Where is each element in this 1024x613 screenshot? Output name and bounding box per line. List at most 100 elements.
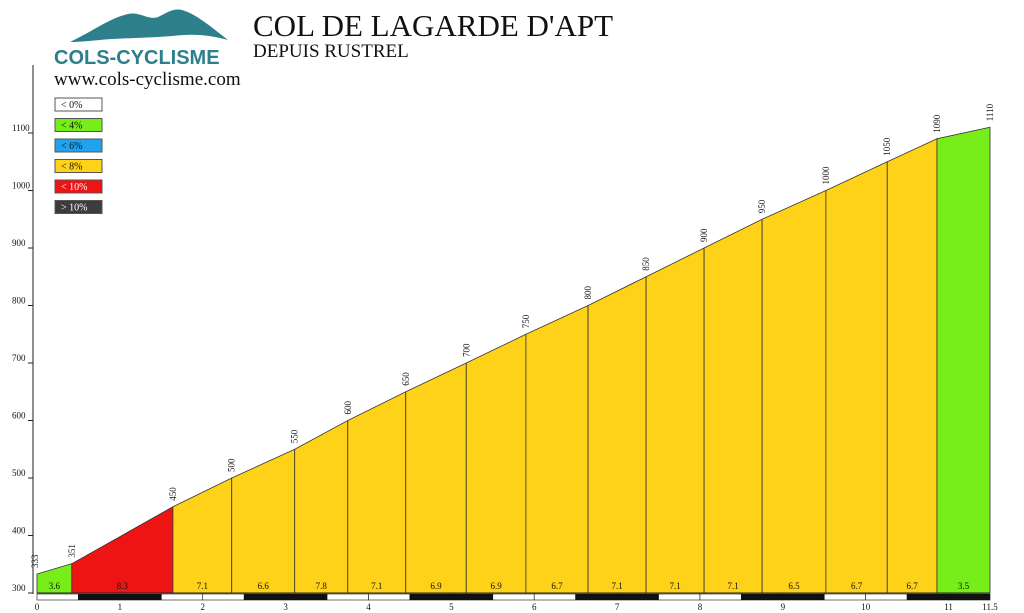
legend-item: < 8% xyxy=(54,159,103,173)
legend-label: < 4% xyxy=(61,121,82,132)
x-axis-scale-block xyxy=(906,593,949,601)
x-axis-scale-block xyxy=(202,593,245,601)
x-axis-scale-block xyxy=(243,593,286,601)
legend-label: > 10% xyxy=(61,203,87,214)
x-tick-label: 0 xyxy=(35,602,40,612)
x-tick-label: 9 xyxy=(781,602,786,612)
x-axis: 0 1 2 3 4 5 6 7 8 9 10 11 11.5 xyxy=(35,592,998,612)
gradient-label: 7.8 xyxy=(316,581,328,591)
profile-segment xyxy=(231,448,296,594)
gradient-label: 7.1 xyxy=(611,581,622,591)
gradient-label: 6.7 xyxy=(906,581,918,591)
gradient-legend: < 0% < 4% < 6% < 8% < 10% > 10% xyxy=(54,97,103,214)
altitude-label: 700 xyxy=(461,343,471,357)
profile-segment xyxy=(936,126,991,594)
altitude-label: 850 xyxy=(641,257,651,271)
gradient-label: 6.9 xyxy=(430,581,442,591)
logo: COLS-CYCLISME xyxy=(54,9,228,69)
altitude-label: 900 xyxy=(699,228,709,242)
profile-segment xyxy=(703,218,763,594)
legend-item: < 6% xyxy=(54,138,103,153)
y-tick-label: 300 xyxy=(12,583,26,593)
x-axis-scale-block xyxy=(533,593,576,601)
altitude-label: 500 xyxy=(227,458,237,472)
legend-swatch xyxy=(54,179,103,194)
profile-segments: 3.6 8.3 7.1 6.6 7.8 7.1 6.9 6.9 6.7 7.1 7.1 7.1 6.5 6… xyxy=(36,126,991,594)
y-tick-label: 600 xyxy=(12,411,26,421)
y-tick-label: 700 xyxy=(12,353,26,363)
x-axis-scale-block xyxy=(326,593,369,601)
y-tick-label: 800 xyxy=(12,296,26,306)
x-axis-scale-block xyxy=(699,593,742,601)
altitude-label: 950 xyxy=(757,199,767,213)
legend-swatch xyxy=(54,97,103,112)
profile-segment xyxy=(761,189,827,594)
profile-segment xyxy=(405,362,467,594)
legend-label: < 6% xyxy=(61,141,82,152)
y-tick-label: 1100 xyxy=(12,123,30,133)
x-tick-label: 10 xyxy=(861,602,871,612)
legend-item: < 0% xyxy=(54,97,103,112)
page-subtitle: DEPUIS RUSTREL xyxy=(253,41,409,62)
x-axis-scale-block xyxy=(368,593,411,601)
x-tick-label: 7 xyxy=(615,602,620,612)
altitude-labels: 333 351 450 500 550 600 650 700 750 800 850 900 950 1… xyxy=(30,103,995,568)
x-axis-scale-block xyxy=(823,593,866,601)
x-axis-scale-block xyxy=(948,593,991,601)
x-tick-label: 8 xyxy=(698,602,703,612)
x-tick-label: 11 xyxy=(944,602,953,612)
x-tick-label: 2 xyxy=(200,602,205,612)
gradient-label: 7.1 xyxy=(371,581,382,591)
x-axis-scale-block xyxy=(451,593,494,601)
gradient-label: 7.1 xyxy=(669,581,680,591)
website-url[interactable]: www.cols-cyclisme.com xyxy=(54,69,241,90)
legend-item: < 10% xyxy=(54,179,103,194)
profile-segment xyxy=(172,477,233,594)
altitude-label: 1110 xyxy=(985,103,995,121)
gradient-label: 6.7 xyxy=(551,581,563,591)
altitude-label: 800 xyxy=(583,286,593,300)
x-axis-scale-block xyxy=(161,593,204,601)
x-axis-scale-block xyxy=(119,593,162,601)
x-axis-scale-block xyxy=(285,593,328,601)
altitude-label: 600 xyxy=(343,401,353,415)
profile-segment xyxy=(587,276,647,594)
legend-swatch xyxy=(54,118,103,132)
altitude-label: 1000 xyxy=(821,166,831,185)
x-axis-scale-block xyxy=(78,593,121,601)
logo-text: COLS-CYCLISME xyxy=(54,47,220,69)
altitude-label: 333 xyxy=(30,554,40,568)
altitude-label: 550 xyxy=(290,429,300,443)
mountain-icon xyxy=(70,9,228,43)
profile-segment xyxy=(347,391,407,594)
x-axis-scale-block xyxy=(575,593,618,601)
x-tick-label: 6 xyxy=(532,602,537,612)
y-tick-label: 1000 xyxy=(12,181,31,191)
altitude-label: 1050 xyxy=(882,137,892,156)
legend-label: < 8% xyxy=(61,162,82,173)
x-tick-label: 4 xyxy=(366,602,371,612)
legend-item: > 10% xyxy=(54,200,103,214)
altitude-label: 750 xyxy=(521,314,531,328)
x-axis-scale-block xyxy=(36,593,79,601)
legend-swatch xyxy=(54,159,103,173)
x-axis-scale-block xyxy=(616,593,659,601)
gradient-label: 6.9 xyxy=(490,581,502,591)
profile-segment xyxy=(465,333,527,594)
x-axis-scale-block xyxy=(741,593,784,601)
gradient-label: 6.5 xyxy=(788,581,800,591)
profile-segment xyxy=(294,419,349,594)
x-axis-scale-block xyxy=(865,593,908,601)
gradient-label: 6.6 xyxy=(258,581,270,591)
gradient-label: 7.1 xyxy=(197,581,208,591)
altitude-label: 351 xyxy=(67,544,77,558)
y-tick-label: 400 xyxy=(12,526,26,536)
gradient-label: 3.5 xyxy=(958,581,970,591)
legend-item: < 4% xyxy=(54,118,103,132)
profile-segment xyxy=(645,247,705,594)
x-tick-label: 5 xyxy=(449,602,454,612)
y-tick-label: 900 xyxy=(12,238,26,248)
y-axis: 300 400 500 600 700 800 900 1000 1100 xyxy=(12,65,34,594)
profile-segment xyxy=(525,304,589,594)
